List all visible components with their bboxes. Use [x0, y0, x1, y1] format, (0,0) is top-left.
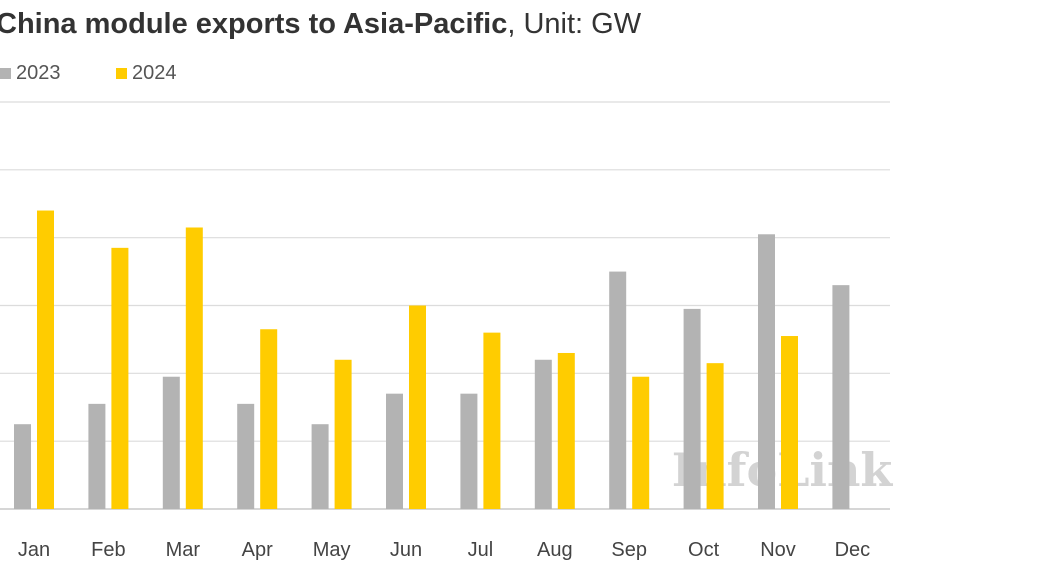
- x-tick-label: Apr: [242, 539, 273, 561]
- legend-item-2024: 2024: [116, 62, 177, 85]
- x-tick-label: Jun: [390, 539, 422, 561]
- x-tick-label: Feb: [91, 539, 125, 561]
- legend-swatch-2023: [0, 68, 11, 79]
- legend-label-2023: 2023: [16, 62, 61, 84]
- chart-title-unit: , Unit: GW: [507, 8, 642, 40]
- legend-item-2023: 2023: [0, 62, 61, 85]
- bar-2024-apr: [260, 329, 278, 509]
- x-tick-label: Jan: [18, 539, 50, 561]
- bar-2024-jun: [409, 305, 426, 509]
- legend-label-2024: 2024: [132, 62, 177, 84]
- bar-2023-sep: [609, 271, 627, 509]
- bar-2023-may: [311, 424, 329, 509]
- bar-2023-apr: [237, 403, 255, 509]
- bar-2023-jan: [14, 424, 31, 509]
- x-tick-label: Nov: [760, 539, 796, 561]
- bar-2024-mar: [185, 227, 203, 509]
- bar-2024-jan: [37, 210, 54, 510]
- bar-2024-oct: [706, 363, 724, 509]
- bar-2023-aug: [534, 359, 552, 509]
- bar-2024-may: [334, 359, 352, 509]
- x-tick-label: May: [313, 539, 351, 561]
- bar-2023-mar: [162, 376, 180, 509]
- bar-2024-jul: [483, 332, 501, 509]
- x-tick-label: Jul: [468, 539, 494, 561]
- chart-title-main: China module exports to Asia-Pacific: [0, 8, 508, 40]
- x-tick-label: Oct: [688, 539, 720, 561]
- x-tick-label: Dec: [835, 539, 871, 561]
- x-tick-label: Sep: [611, 539, 647, 561]
- bar-2024-nov: [781, 336, 798, 509]
- bar-2024-sep: [632, 376, 650, 509]
- x-tick-label: Aug: [537, 539, 573, 561]
- bar-2024-feb: [111, 247, 129, 509]
- legend-swatch-2024: [116, 68, 127, 79]
- x-tick-label: Mar: [166, 539, 201, 561]
- bar-2023-feb: [88, 403, 106, 509]
- bar-2023-oct: [683, 308, 701, 509]
- bar-2023-jul: [460, 393, 478, 509]
- bar-2023-nov: [758, 234, 775, 509]
- bar-2023-dec: [832, 285, 850, 509]
- bar-2023-jun: [386, 393, 403, 509]
- chart-title: China module exports to Asia-Pacific, Un…: [0, 8, 641, 41]
- bar-2024-aug: [557, 352, 575, 509]
